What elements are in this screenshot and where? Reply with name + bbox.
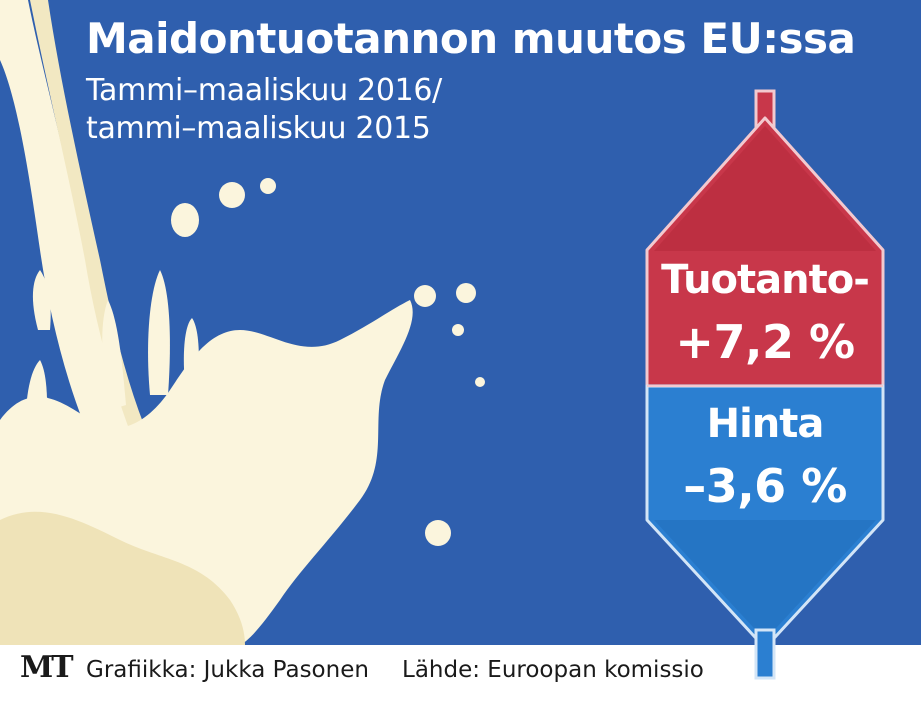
price-label: Hinta: [706, 401, 825, 447]
milk-droplet: [414, 285, 436, 307]
milk-splash-finger: [148, 270, 170, 395]
milk-droplet: [260, 178, 276, 194]
milk-droplet: [475, 377, 485, 387]
price-value: –3,6 %: [683, 459, 847, 513]
milk-stream-inner: [30, 0, 150, 445]
infographic-title: Maidontuotannon muutos EU:ssa: [86, 14, 856, 63]
source-credit: Lähde: Euroopan komissio: [402, 657, 704, 683]
infographic-subtitle: Tammi–maaliskuu 2016/ tammi–maaliskuu 20…: [86, 72, 442, 148]
milk-droplet: [33, 396, 51, 414]
milk-droplet: [452, 324, 464, 336]
milk-splash-finger: [183, 318, 199, 385]
subtitle-line-2: tammi–maaliskuu 2015: [86, 111, 431, 146]
footer: MT Grafiikka: Jukka Pasonen Lähde: Euroo…: [0, 648, 800, 688]
flask-neck-bottom: [754, 628, 776, 680]
flask-upper-shade: [654, 126, 876, 251]
milk-droplet: [425, 520, 451, 546]
subtitle-line-1: Tammi–maaliskuu 2016/: [86, 73, 442, 108]
milk-splash-finger: [102, 300, 126, 410]
milk-droplet: [219, 182, 245, 208]
production-label: Tuotanto-: [661, 257, 870, 303]
production-value: +7,2 %: [675, 315, 855, 369]
mt-logo: MT: [20, 650, 74, 685]
graphic-credit: Grafiikka: Jukka Pasonen: [86, 657, 369, 683]
milk-splash-shade: [0, 511, 245, 645]
milk-splash-finger: [32, 270, 51, 330]
flask-graphic: [645, 89, 885, 680]
milk-splash-illustration: [0, 0, 485, 645]
milk-droplet: [456, 283, 476, 303]
flask-lower-shade: [654, 520, 876, 640]
milk-droplet: [171, 203, 199, 237]
